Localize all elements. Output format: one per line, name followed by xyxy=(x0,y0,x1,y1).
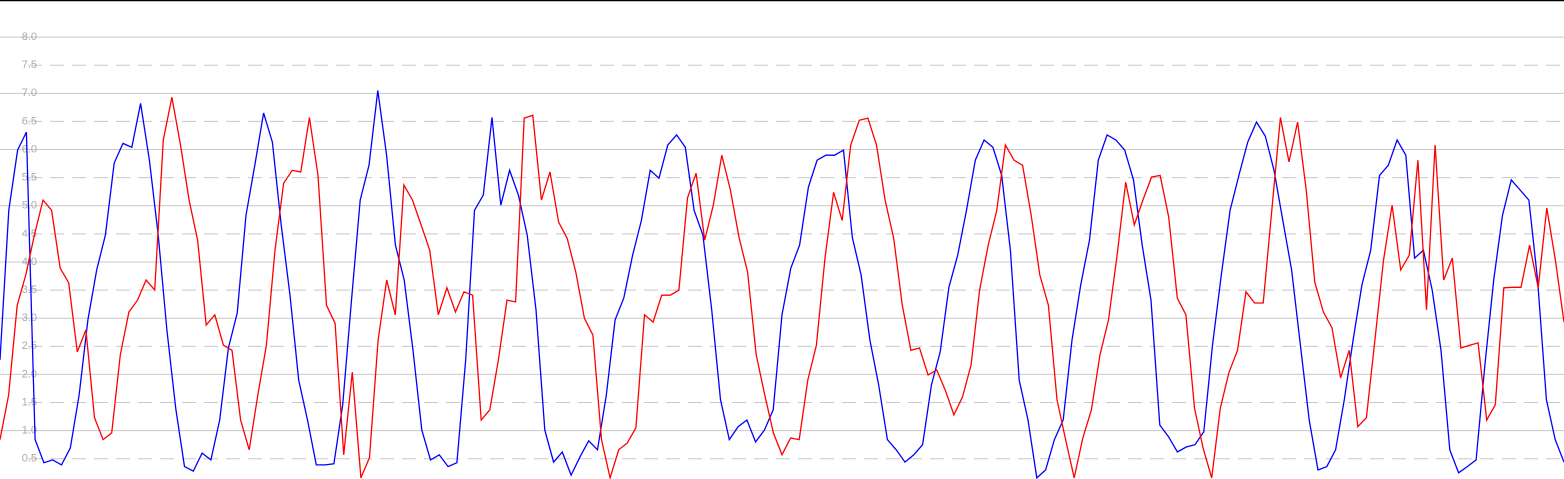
y-tick-label: 1.0 xyxy=(22,425,37,437)
y-tick-label: 6.0 xyxy=(22,143,37,155)
y-tick-label: 3.5 xyxy=(22,284,37,296)
y-tick-label: 6.5 xyxy=(22,115,37,127)
series-line xyxy=(0,90,1564,479)
y-tick-label: 4.0 xyxy=(22,256,37,268)
y-tick-label: 5.0 xyxy=(22,200,37,212)
y-tick-label: 2.0 xyxy=(22,368,37,380)
series-line xyxy=(0,97,1564,479)
y-tick-label: 7.0 xyxy=(22,87,37,99)
y-tick-label: 2.5 xyxy=(22,340,37,352)
y-tick-label: 3.0 xyxy=(22,312,37,324)
y-tick-label: 8.0 xyxy=(22,31,37,43)
y-tick-label: 7.5 xyxy=(22,59,37,71)
plot xyxy=(0,90,1564,479)
y-tick-label: 1.5 xyxy=(22,396,37,408)
grid: 0.51.01.52.02.53.03.54.04.55.05.56.06.57… xyxy=(0,31,1564,465)
y-tick-label: 0.5 xyxy=(22,453,37,465)
y-tick-label: 5.5 xyxy=(22,172,37,184)
